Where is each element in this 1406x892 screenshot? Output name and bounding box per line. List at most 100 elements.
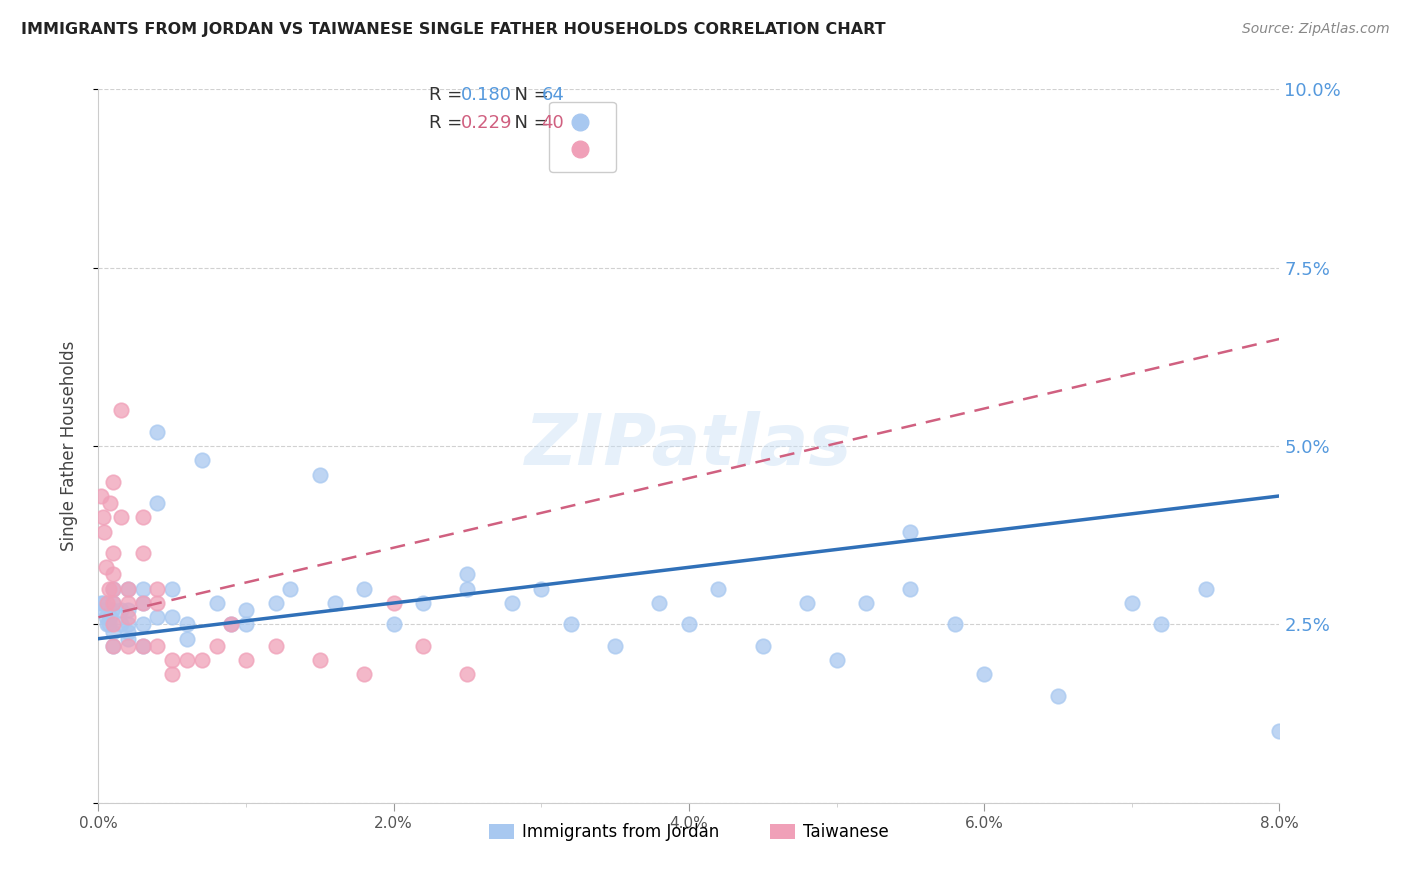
Point (103, 596, 125, 610)
Point (353, 667, 375, 681)
Point (191, 653, 214, 667)
Text: IMMIGRANTS FROM JORDAN VS TAIWANESE SINGLE FATHER HOUSEHOLDS CORRELATION CHART: IMMIGRANTS FROM JORDAN VS TAIWANESE SING… (21, 22, 886, 37)
Point (309, 467, 332, 482)
Point (457, 567, 479, 582)
Point (103, 567, 125, 582)
Point (530, 582, 553, 596)
Point (146, 425, 169, 439)
Point (146, 582, 169, 596)
Point (132, 596, 155, 610)
Point (100, 603, 122, 617)
Point (132, 639, 155, 653)
Point (146, 610, 169, 624)
Point (103, 582, 125, 596)
Point (825, 653, 848, 667)
Point (110, 510, 132, 524)
Point (103, 596, 125, 610)
Point (162, 653, 183, 667)
Point (91, 596, 114, 610)
Point (117, 617, 139, 632)
Point (103, 639, 125, 653)
Point (1268, 724, 1291, 739)
Point (117, 582, 139, 596)
Point (221, 617, 243, 632)
Point (1195, 582, 1218, 596)
Point (605, 639, 627, 653)
Point (103, 624, 125, 639)
Point (117, 603, 139, 617)
Point (117, 596, 139, 610)
Point (560, 617, 582, 632)
Point (96, 596, 118, 610)
Point (93, 524, 115, 539)
Point (146, 639, 169, 653)
Point (900, 524, 922, 539)
Text: 64: 64 (541, 87, 564, 104)
Point (1121, 596, 1143, 610)
Point (132, 546, 155, 560)
Point (382, 617, 405, 632)
Point (707, 582, 730, 596)
Text: Source: ZipAtlas.com: Source: ZipAtlas.com (1241, 22, 1389, 37)
Point (235, 653, 257, 667)
Point (796, 596, 818, 610)
Point (280, 582, 302, 596)
Text: 0.180: 0.180 (461, 87, 512, 104)
Point (501, 596, 523, 610)
Point (678, 617, 700, 632)
Point (146, 596, 169, 610)
Point (412, 596, 434, 610)
Text: 0.229: 0.229 (461, 114, 513, 132)
Point (117, 582, 139, 596)
Point (103, 617, 125, 632)
Point (132, 639, 155, 653)
Point (117, 639, 139, 653)
Point (176, 617, 198, 632)
Point (162, 667, 183, 681)
Point (457, 582, 479, 596)
Point (235, 603, 257, 617)
Point (973, 667, 995, 681)
Point (97, 582, 120, 596)
Point (648, 596, 671, 610)
Point (264, 639, 287, 653)
Point (98, 610, 121, 624)
Point (412, 639, 434, 653)
Point (855, 596, 877, 610)
Point (943, 617, 966, 632)
Point (146, 496, 169, 510)
Point (323, 596, 346, 610)
Point (110, 617, 132, 632)
Point (752, 639, 775, 653)
Point (235, 617, 257, 632)
Point (900, 582, 922, 596)
Point (103, 475, 125, 489)
Point (117, 632, 139, 646)
Point (1046, 689, 1070, 703)
Point (132, 582, 155, 596)
Point (90, 596, 112, 610)
Legend: Immigrants from Jordan, Taiwanese: Immigrants from Jordan, Taiwanese (482, 817, 896, 848)
Point (132, 617, 155, 632)
Point (103, 639, 125, 653)
Text: ZIPatlas: ZIPatlas (526, 411, 852, 481)
Text: R =: R = (429, 114, 468, 132)
Point (96, 617, 118, 632)
Point (91, 510, 114, 524)
Point (93, 603, 115, 617)
Point (162, 582, 183, 596)
Point (1150, 617, 1173, 632)
Point (94, 560, 117, 574)
Text: R =: R = (429, 87, 468, 104)
Point (309, 653, 332, 667)
Point (103, 582, 125, 596)
Point (117, 610, 139, 624)
Point (94, 610, 117, 624)
Point (132, 596, 155, 610)
Text: 40: 40 (541, 114, 564, 132)
Point (90, 489, 112, 503)
Point (382, 596, 405, 610)
Point (176, 653, 198, 667)
Point (117, 624, 139, 639)
Text: N =: N = (503, 114, 555, 132)
